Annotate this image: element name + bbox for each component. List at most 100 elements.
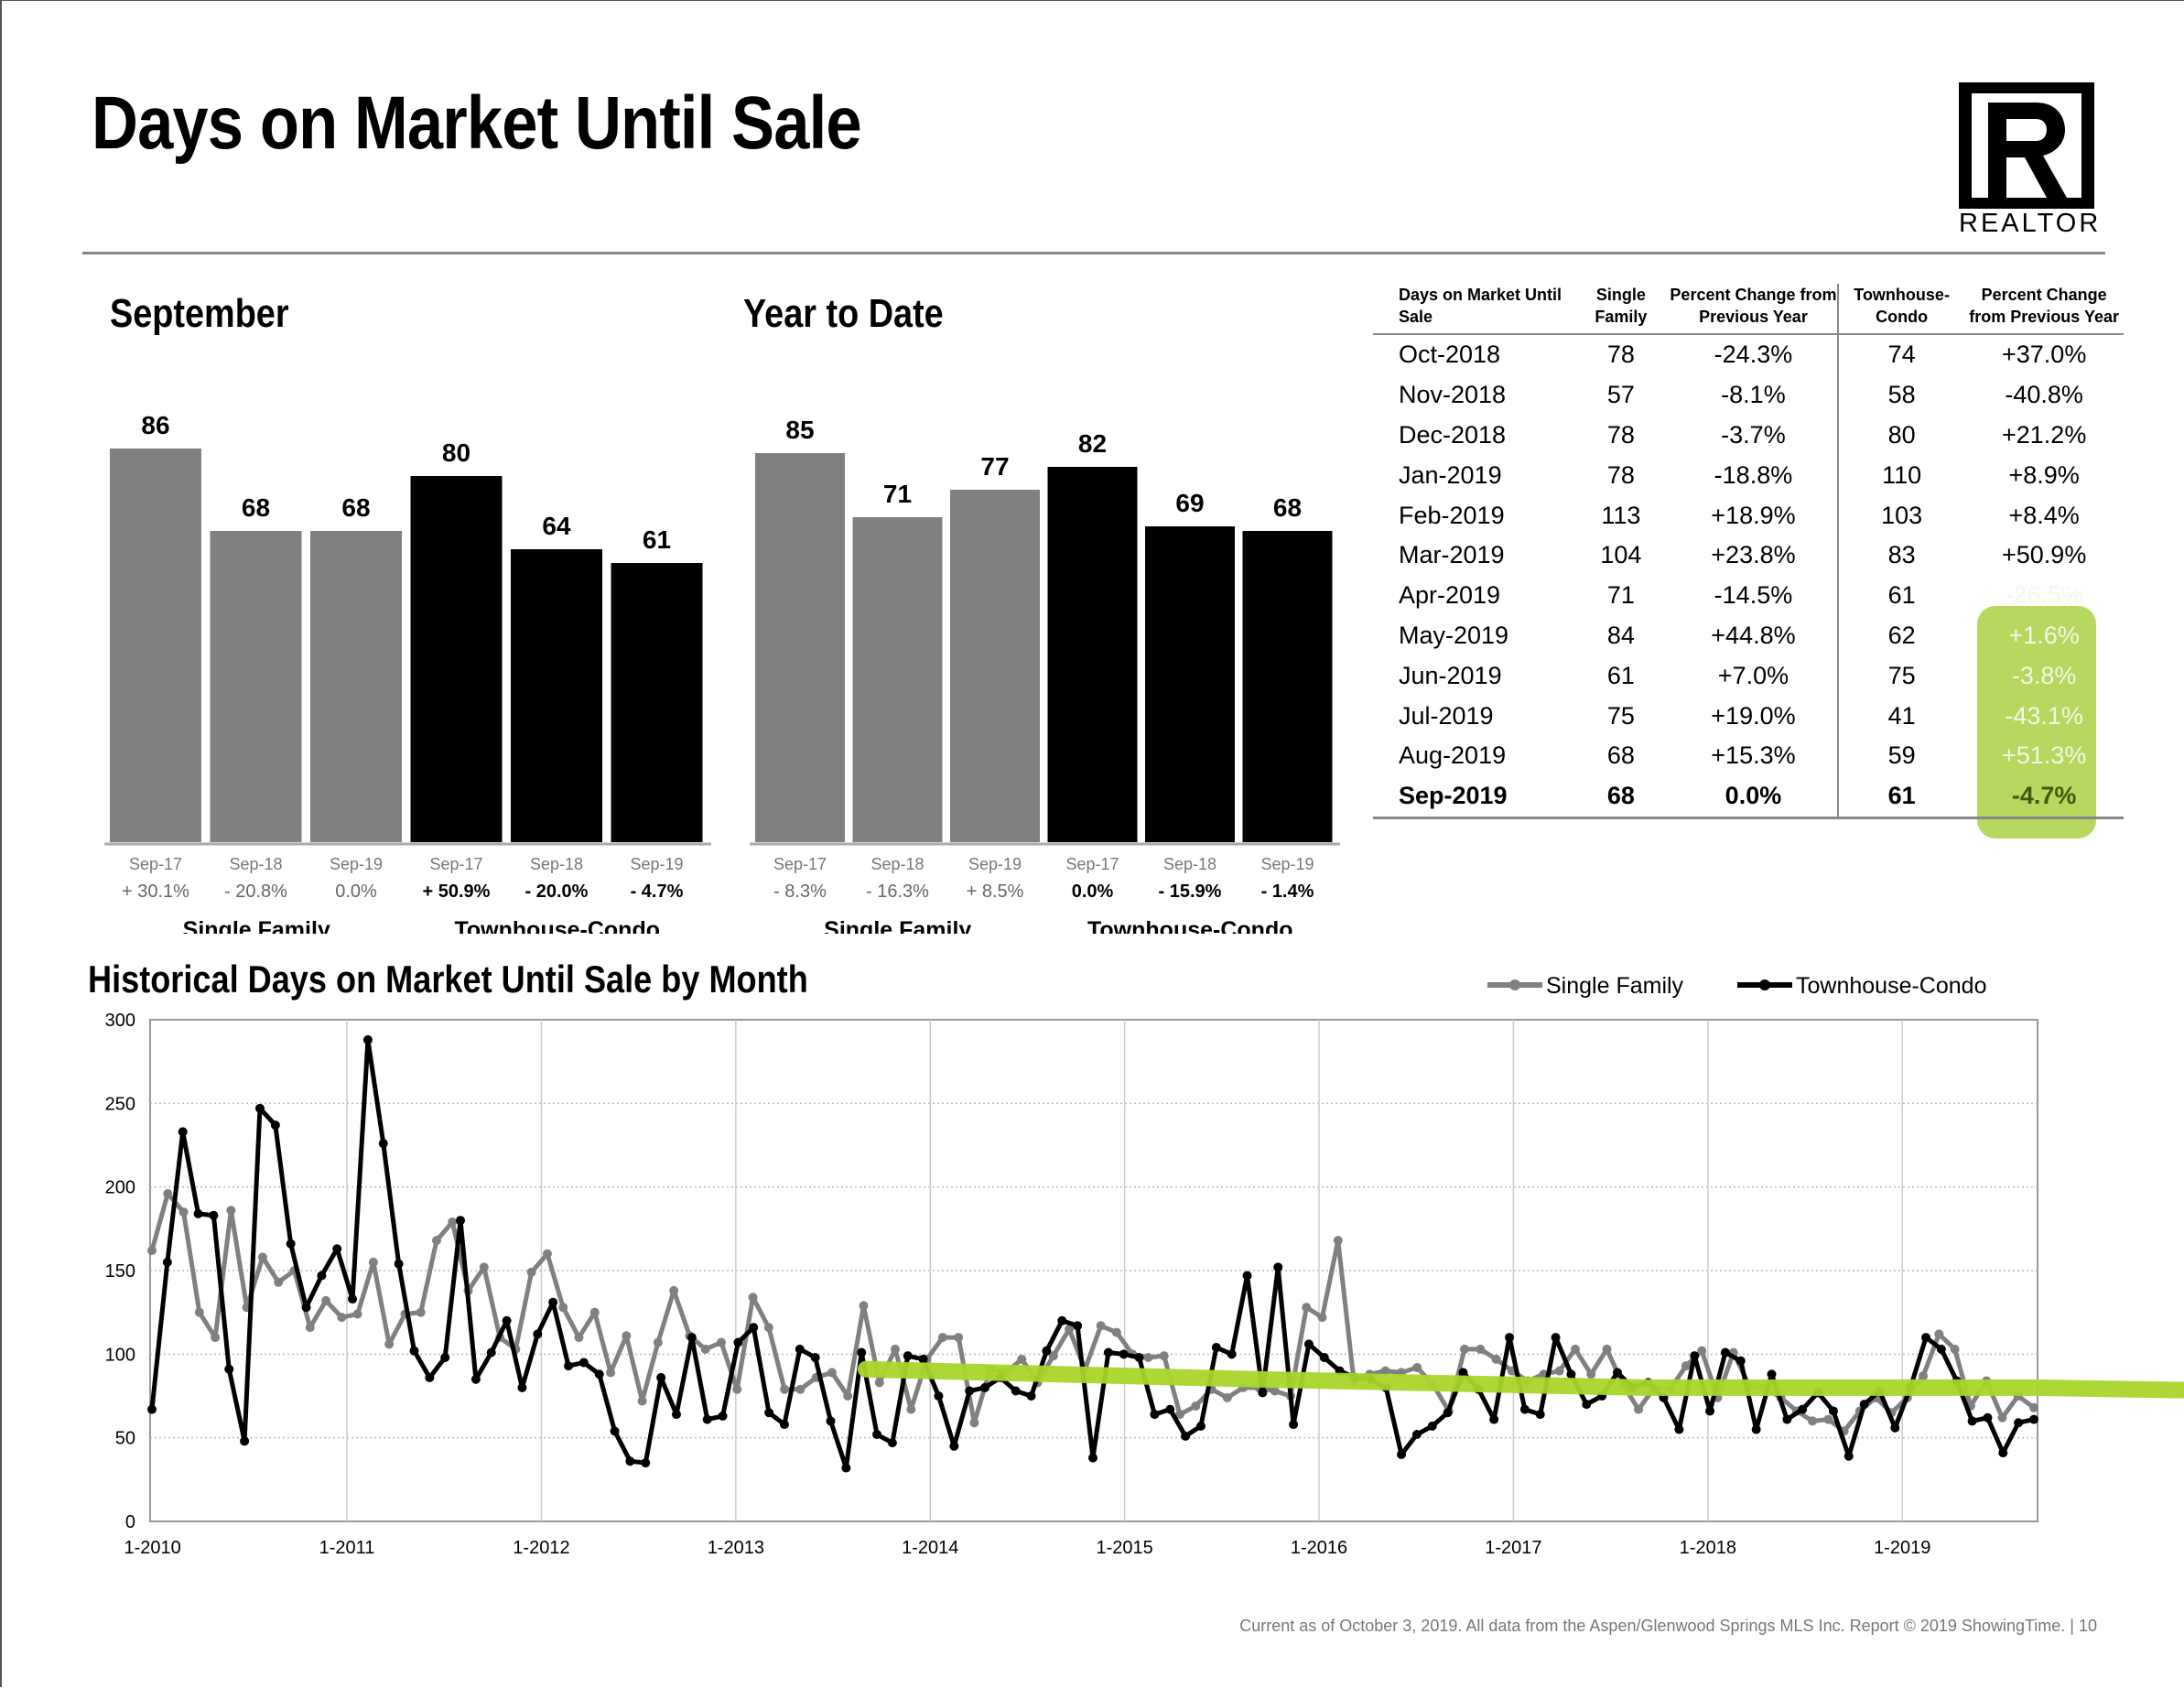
series-point <box>1612 1368 1622 1378</box>
series-point <box>1181 1431 1191 1441</box>
table-cell: 0.0% <box>1670 775 1839 819</box>
legend-label: Townhouse-Condo <box>1796 973 1986 999</box>
bar-change-label: + 30.1% <box>122 882 189 902</box>
series-point <box>286 1239 296 1249</box>
series-point <box>321 1295 331 1305</box>
table-cell: -43.1% <box>2005 701 2083 730</box>
series-point <box>1681 1361 1691 1371</box>
series-point <box>1150 1410 1160 1420</box>
bar-category-label: Sep-19 <box>968 855 1022 873</box>
series-point <box>1026 1391 1036 1401</box>
series-point <box>1017 1354 1027 1364</box>
series-point <box>224 1364 234 1374</box>
series-point <box>1088 1453 1097 1463</box>
series-point <box>716 1337 726 1347</box>
series-point <box>1782 1414 1792 1424</box>
bar <box>852 517 943 842</box>
column-header-townhouse-condo: Townhouse-Condo <box>1837 284 1965 335</box>
series-point <box>1476 1344 1486 1354</box>
series-point <box>1057 1315 1067 1326</box>
series-point <box>841 1463 851 1473</box>
series-point <box>827 1368 837 1378</box>
series-point <box>887 1438 897 1448</box>
series-point <box>578 1358 589 1368</box>
series-point <box>1843 1451 1854 1461</box>
series-point <box>700 1344 710 1354</box>
series-point <box>954 1333 964 1343</box>
footer-note: Current as of October 3, 2019. All data … <box>1239 1617 2097 1635</box>
y-tick-label: 250 <box>105 1094 135 1114</box>
series-point <box>274 1277 284 1287</box>
series-point <box>1412 1362 1422 1372</box>
table-cell: Oct-2018 <box>1399 341 1501 369</box>
series-point <box>1634 1404 1644 1414</box>
series-point <box>2014 1418 2024 1428</box>
table-cell: -18.8% <box>1670 455 1839 496</box>
series-point <box>1397 1449 1407 1459</box>
series-point <box>622 1331 632 1341</box>
bar-change-label: + 50.9% <box>423 882 491 902</box>
series-point <box>502 1315 512 1326</box>
series-point <box>980 1382 990 1392</box>
table-cell: +1.6% <box>2008 621 2080 649</box>
series-point <box>625 1456 635 1466</box>
y-tick-label: 100 <box>105 1345 135 1365</box>
bar-category-label: Sep-17 <box>429 855 482 873</box>
series-point <box>1697 1346 1707 1356</box>
table-cell: -3.7% <box>1670 415 1839 456</box>
series-point <box>1967 1416 1977 1426</box>
x-tick-label: 1-2017 <box>1485 1538 1541 1556</box>
series-point <box>1919 1371 1929 1381</box>
table-cell: -26.5% <box>2005 581 2083 610</box>
series-point <box>949 1441 959 1451</box>
series-point <box>352 1309 362 1319</box>
series-point <box>671 1410 681 1420</box>
series-point <box>147 1246 157 1256</box>
series-point <box>1258 1388 1268 1398</box>
bar-value-label: 68 <box>341 493 370 522</box>
series-point <box>378 1139 388 1149</box>
bar-category-label: Sep-19 <box>630 855 683 873</box>
bar-change-label: 0.0% <box>1072 882 1114 902</box>
table-cell: -14.5% <box>1670 575 1839 616</box>
table-cell: 57 <box>1606 381 1635 409</box>
series-point <box>305 1323 315 1333</box>
series-point <box>194 1307 204 1317</box>
series-point <box>1227 1349 1237 1359</box>
group-label-townhouse-condo: Townhouse-Condo <box>455 917 661 934</box>
bar <box>1242 531 1333 842</box>
series-point <box>533 1329 543 1339</box>
table-cell: 78 <box>1606 341 1635 369</box>
bar-category-label: Sep-17 <box>129 855 182 873</box>
series-point <box>1159 1351 1169 1361</box>
series-point <box>574 1333 584 1343</box>
page-title: Days on Market Until Sale <box>92 81 862 165</box>
table-row: Jun-2019 61 +7.0% 75 -3.8% <box>1373 655 2124 697</box>
series-point <box>448 1217 458 1228</box>
series-point <box>1491 1354 1501 1364</box>
table-row: Sep-2019 68 0.0% 61 -4.7% <box>1373 775 2124 819</box>
bar-change-label: + 8.5% <box>967 882 1024 902</box>
series-point <box>1380 1366 1390 1376</box>
x-tick-label: 1-2010 <box>124 1538 181 1556</box>
series-point <box>1065 1324 1075 1334</box>
series-point <box>1983 1412 1993 1423</box>
monthly-table: Days on Market Until Sale Single Family … <box>1373 284 2124 851</box>
table-cell: 71 <box>1606 581 1635 610</box>
table-cell: +44.8% <box>1670 615 1839 656</box>
table-cell: 68 <box>1606 741 1635 770</box>
table-cell: 62 <box>1887 621 1916 649</box>
series-point <box>1551 1333 1561 1343</box>
table-cell: +50.9% <box>2002 541 2087 569</box>
series-point <box>763 1323 773 1333</box>
series-point <box>1303 1339 1314 1349</box>
table-cell: -24.3% <box>1670 334 1839 375</box>
table-cell: 104 <box>1600 541 1642 569</box>
bar-change-label: 0.0% <box>335 882 377 902</box>
series-point <box>1705 1406 1715 1416</box>
table-cell: Nov-2018 <box>1399 381 1507 409</box>
x-tick-label: 1-2019 <box>1874 1538 1930 1556</box>
table-cell: -3.8% <box>2011 661 2077 689</box>
bar-category-label: Sep-17 <box>773 855 827 873</box>
